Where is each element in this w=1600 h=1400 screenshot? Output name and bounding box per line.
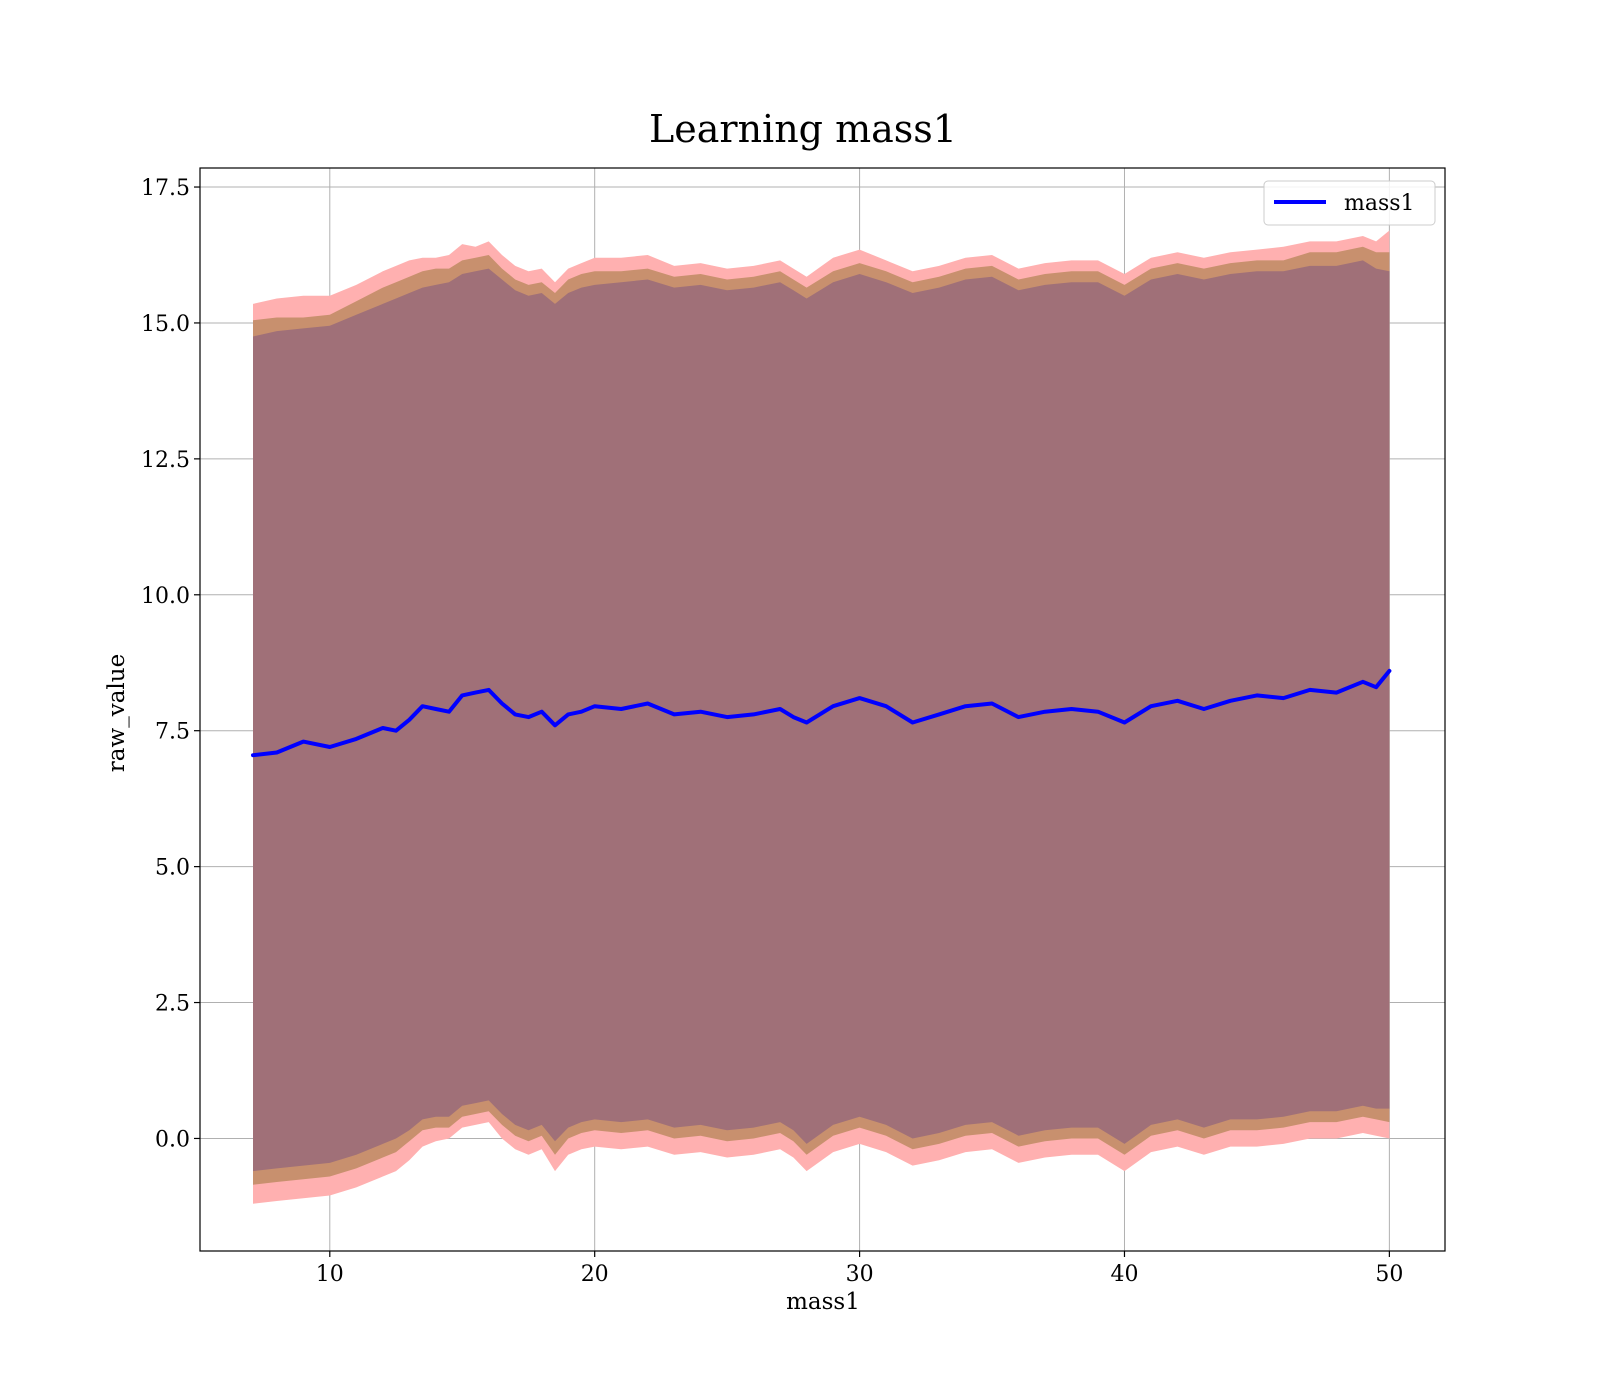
confidence-bands [253,230,1390,1204]
x-axis-ticks: 10 20 30 40 50 [316,1251,1403,1287]
legend-box [1263,180,1436,226]
legend-label-mass1: mass1 [1344,191,1415,216]
y-tick-label-0: 0.0 [155,1127,190,1152]
y-tick-label-3: 7.5 [155,720,190,745]
series-lines [251,668,1392,758]
y-axis-label: raw_value [104,654,130,772]
x-axis-label: mass1 [786,1289,860,1315]
x-tick-label-2: 30 [846,1262,874,1287]
y-tick-label-6: 15.0 [141,312,190,337]
y-axis-ticks: 0.0 2.5 5.0 7.5 10.0 12.5 15.0 17.5 [141,176,200,1152]
chart-title: Learning mass1 [649,107,957,151]
x-tick-label-1: 20 [581,1262,609,1287]
x-tick-label-3: 40 [1110,1262,1138,1287]
series-line-mass1 [251,668,1392,758]
y-tick-label-4: 10.0 [141,584,190,609]
y-tick-label-2: 5.0 [155,856,190,881]
y-tick-label-7: 17.5 [141,176,190,201]
x-tick-label-4: 50 [1375,1262,1403,1287]
x-tick-label-0: 10 [316,1262,344,1287]
y-tick-label-5: 12.5 [141,448,190,473]
plot-area-frame [199,167,1446,1252]
legend: mass1 [1263,180,1436,226]
y-tick-label-1: 2.5 [155,992,190,1017]
